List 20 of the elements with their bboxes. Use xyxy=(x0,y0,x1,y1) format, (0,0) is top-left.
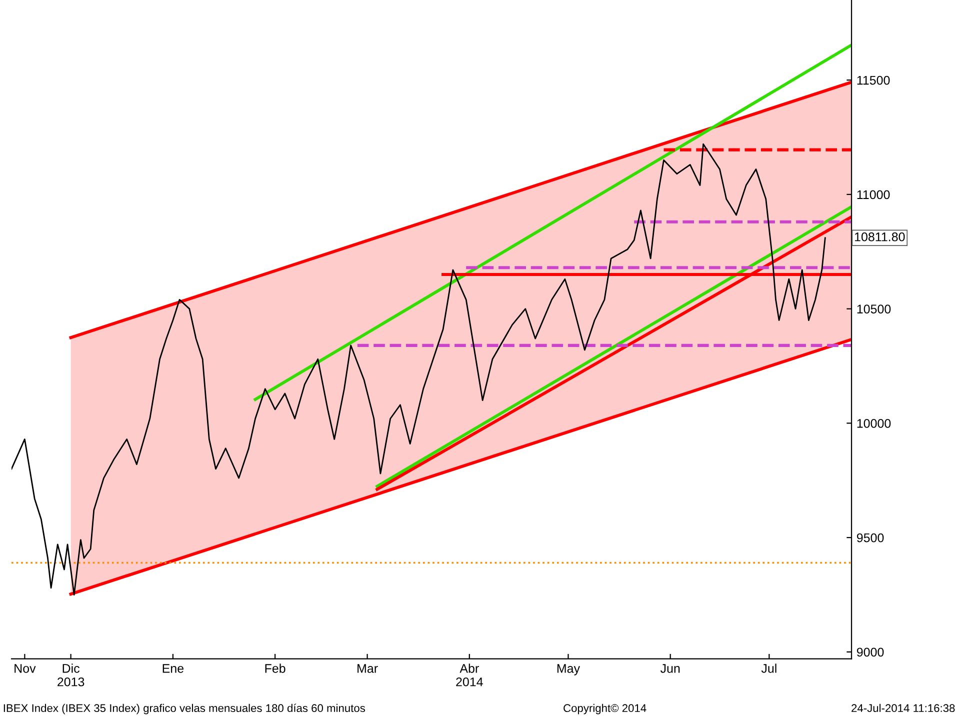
x-tick-label: Feb xyxy=(265,664,286,673)
x-tick-label: Mar xyxy=(358,664,378,673)
y-tick-label: 9000 xyxy=(856,648,884,657)
x-tick-label: Abr 2014 xyxy=(456,664,483,686)
x-tick-label: Nov xyxy=(14,664,36,673)
text: Copyright© 2014 xyxy=(564,704,646,714)
x-tick-label: Jun xyxy=(660,664,680,673)
text: 24-Jul-2014 11:16:38 xyxy=(852,704,955,712)
y-tick-label: 9500 xyxy=(856,533,884,542)
x-tick-label: May xyxy=(557,664,580,676)
x-tick-label: Jul xyxy=(761,664,776,673)
line-series xyxy=(12,143,826,596)
x-tick-label: Ene xyxy=(162,664,184,673)
y-tick-label: 11000 xyxy=(857,190,890,200)
y-tick-label: 10000 xyxy=(857,418,891,428)
y-tick-label: 10500 xyxy=(857,304,891,314)
x-tick-label: Dic 2013 xyxy=(58,664,84,686)
y-tick-label: 11500 xyxy=(857,76,890,85)
text: IBEX Index (IBEX 35 Index) grafico velas mensuales 180 días 60 minutos xyxy=(4,704,366,714)
annotation: 10811.80 xyxy=(854,232,905,242)
